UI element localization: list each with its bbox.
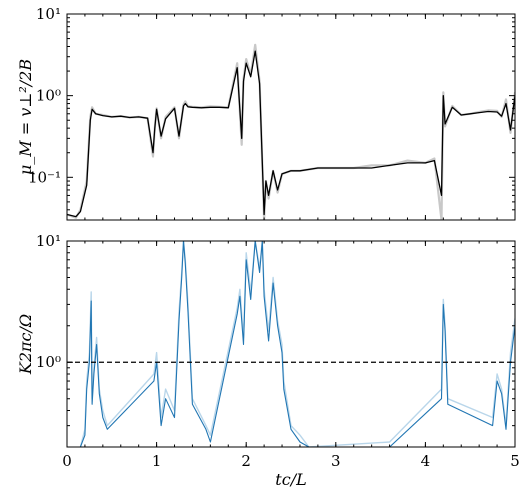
bottom-panel: 0 1 2 3 4 5 10⁰ 10¹ tc/L K2πc/Ω [16,232,520,489]
bottom-x-tick-labels: 0 1 2 3 4 5 [62,452,520,470]
bottom-axes-frame [66,240,516,448]
bottom-x-tick-label: 4 [421,452,431,470]
bottom-x-tick-label: 0 [62,452,72,470]
top-series-line-1 [67,50,515,218]
top-axes-frame [66,13,516,221]
top-y-tick-label: 10⁰ [36,87,61,105]
top-series-layer [67,43,515,220]
bottom-y-ticks [67,240,515,448]
top-series-line-0 [67,43,515,220]
bottom-series-line-1 [79,241,515,447]
bottom-x-tick-label: 5 [510,452,520,470]
bottom-y-tick-labels: 10⁰ 10¹ [36,232,61,371]
bottom-x-ticks [66,241,516,447]
bottom-x-tick-label: 2 [241,452,251,470]
top-y-axis-label: μ_M = v⊥²/2B [16,59,35,175]
bottom-y-tick-label: 10⁰ [36,353,61,371]
top-y-ticks [67,13,515,221]
bottom-series-line-0 [79,241,515,447]
top-y-tick-label: 10⁻¹ [28,168,61,186]
bottom-x-axis-label: tc/L [275,470,306,489]
bottom-y-axis-label: K2πc/Ω [16,314,35,375]
top-y-tick-label: 10¹ [36,5,61,23]
top-y-tick-labels: 10⁻¹ 10⁰ 10¹ [28,5,61,186]
top-panel: 10⁻¹ 10⁰ 10¹ μ_M = v⊥²/2B [16,5,516,221]
bottom-x-tick-label: 3 [331,452,341,470]
bottom-y-tick-label: 10¹ [36,232,61,250]
bottom-x-tick-label: 1 [152,452,162,470]
bottom-series-layer [79,241,515,447]
top-x-ticks [66,14,516,220]
